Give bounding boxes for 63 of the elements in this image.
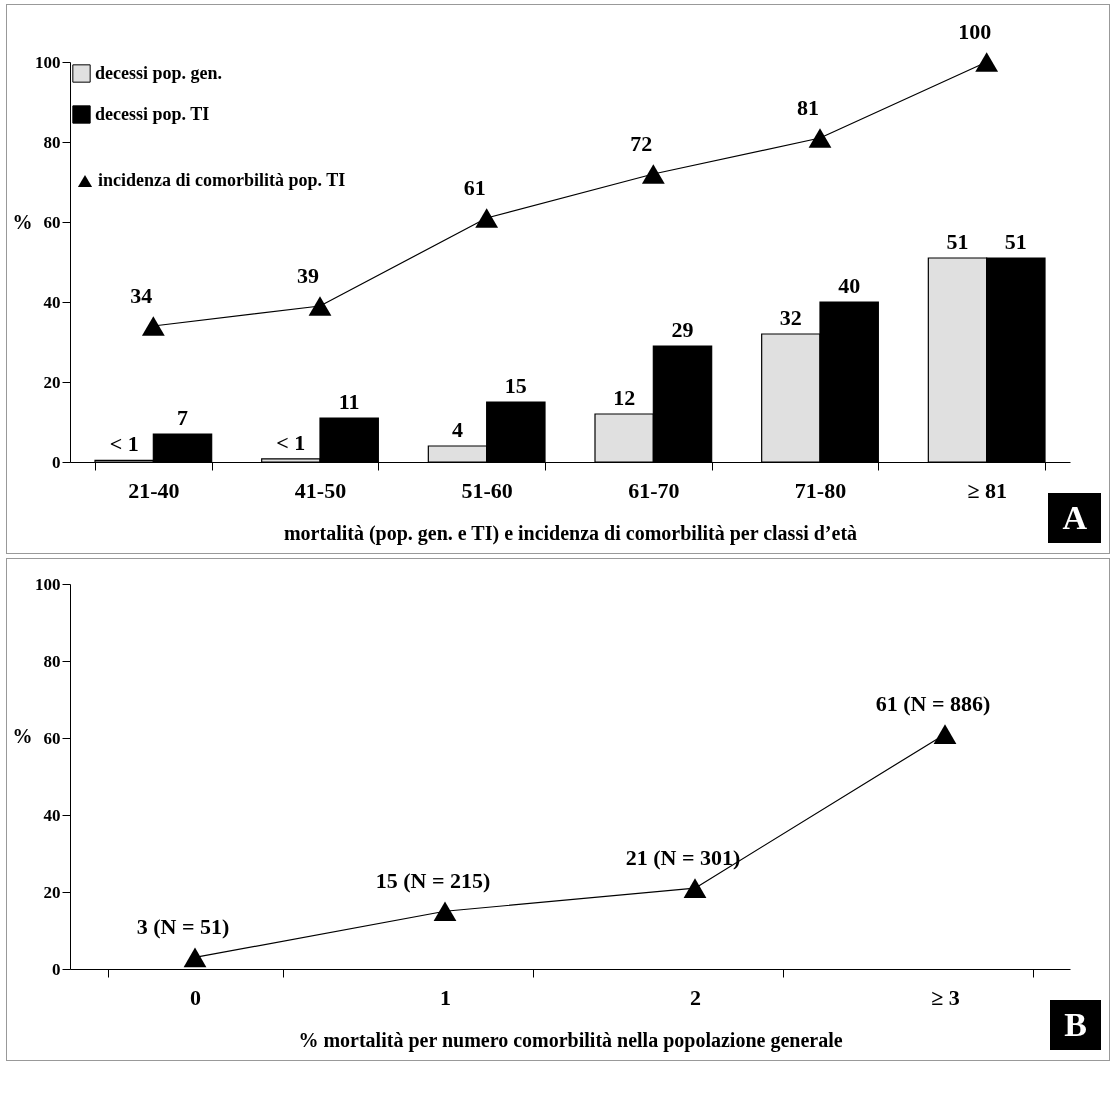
x-tick-label: ≥ 3: [931, 984, 960, 1010]
point: [433, 901, 457, 922]
data-label: 3 (N = 51): [136, 914, 230, 940]
y-tick-label: 60: [43, 212, 61, 232]
y-tick-label: 20: [43, 882, 61, 902]
point: [933, 724, 957, 745]
y-tick-label: 40: [43, 805, 61, 825]
x-tick-label: 0: [190, 984, 201, 1010]
data-label: 21 (N = 301): [625, 845, 741, 871]
y-tick-label: 20: [43, 372, 61, 392]
data-label: 61: [463, 175, 486, 200]
point: [308, 296, 332, 316]
data-label: 61 (N = 886): [875, 691, 991, 717]
y-tick-label: 80: [43, 651, 61, 671]
point: [683, 878, 707, 899]
panel-letter: A: [1048, 493, 1101, 543]
x-tick-label: 61-70: [628, 477, 680, 503]
point: [141, 316, 165, 336]
legend-label: decessi pop. gen.: [95, 62, 223, 83]
x-tick-label: ≥ 81: [967, 477, 1007, 503]
data-label: 39: [297, 263, 319, 288]
y-tick-label: 100: [35, 52, 61, 72]
data-label: 12: [613, 385, 636, 410]
data-label: < 1: [109, 431, 139, 457]
data-label: 15: [504, 373, 527, 398]
point: [975, 52, 999, 72]
panel-letter: B: [1050, 1000, 1101, 1050]
data-label: 15 (N = 215): [375, 868, 491, 894]
data-label: 4: [452, 417, 463, 442]
x-tick-label: 71-80: [794, 477, 847, 503]
x-tick-label: 41-50: [294, 477, 347, 503]
x-tick-label: 2: [690, 984, 701, 1010]
y-tick-label: 0: [52, 959, 61, 979]
y-tick-label: 0: [52, 452, 61, 472]
legend-label: decessi pop. TI: [95, 103, 210, 124]
data-label: 7: [177, 405, 188, 430]
point: [475, 208, 499, 228]
data-label: 72: [630, 131, 653, 156]
y-tick-label: 40: [43, 292, 61, 312]
point: [641, 164, 665, 184]
data-label: 51: [1004, 229, 1027, 254]
x-axis-title: mortalità (pop. gen. e TI) e incidenza di comorbilità per classi d’età: [283, 521, 858, 545]
data-label: < 1: [276, 429, 306, 455]
x-tick-label: 1: [440, 984, 451, 1010]
x-axis-title: % mortalità per numero comorbilità nella popolazione generale: [298, 1028, 843, 1052]
data-label: 40: [838, 273, 861, 298]
data-label: 11: [338, 389, 360, 414]
point: [808, 128, 832, 148]
data-label: 100: [958, 19, 992, 44]
point: [183, 947, 207, 968]
x-tick-label: 51-60: [461, 477, 513, 503]
y-axis-title: %: [12, 725, 33, 747]
data-label: 34: [130, 283, 153, 308]
y-axis-title: %: [12, 210, 33, 233]
data-label: 81: [797, 95, 819, 120]
x-tick-label: 21-40: [128, 477, 180, 503]
data-label: 32: [779, 305, 802, 330]
data-label: 29: [671, 317, 694, 342]
legend-label: incidenza di comorbilità pop. TI: [98, 170, 346, 190]
y-tick-label: 60: [43, 728, 61, 748]
y-tick-label: 100: [35, 574, 61, 594]
y-tick-label: 80: [43, 132, 61, 152]
data-label: 51: [946, 229, 969, 254]
